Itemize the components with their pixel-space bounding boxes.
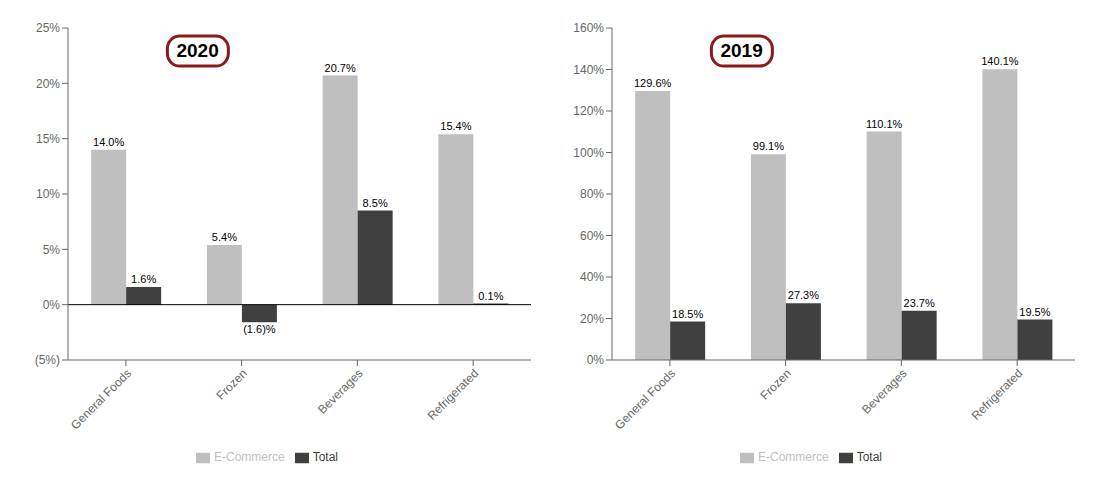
svg-text:15%: 15% <box>36 132 60 146</box>
svg-text:80%: 80% <box>580 187 604 201</box>
html-text:E-Commerce: E-Commerce <box>758 450 829 464</box>
svg-text:23.7%: 23.7% <box>904 297 935 309</box>
svg-text:10%: 10% <box>36 187 60 201</box>
svg-text:40%: 40% <box>580 270 604 284</box>
svg-text:20%: 20% <box>36 77 60 91</box>
svg-text:General Foods: General Foods <box>612 366 678 432</box>
svg-text:160%: 160% <box>573 21 604 35</box>
svg-text:20.7%: 20.7% <box>325 62 356 74</box>
html-text:2019: 2019 <box>720 39 763 61</box>
svg-text:129.6%: 129.6% <box>634 77 672 89</box>
svg-text:1.6%: 1.6% <box>131 273 156 285</box>
svg-text:14.0%: 14.0% <box>93 136 124 148</box>
svg-text:27.3%: 27.3% <box>788 289 819 301</box>
svg-text:25%: 25% <box>36 21 60 35</box>
svg-text:100%: 100% <box>573 146 604 160</box>
svg-text:Beverages: Beverages <box>859 366 909 416</box>
svg-text:5.4%: 5.4% <box>212 231 237 243</box>
html-text:E-Commerce: E-Commerce <box>214 450 285 464</box>
svg-text:0.1%: 0.1% <box>478 290 503 302</box>
svg-text:120%: 120% <box>573 104 604 118</box>
svg-text:0%: 0% <box>587 353 605 367</box>
svg-text:8.5%: 8.5% <box>363 197 388 209</box>
svg-text:0%: 0% <box>43 298 61 312</box>
svg-text:140.1%: 140.1% <box>981 55 1019 67</box>
svg-text:Refrigerated: Refrigerated <box>425 366 482 423</box>
svg-text:60%: 60% <box>580 229 604 243</box>
html-text:Total: Total <box>856 450 882 464</box>
svg-text:Frozen: Frozen <box>213 366 249 402</box>
svg-text:5%: 5% <box>43 243 61 257</box>
html-text:2020: 2020 <box>176 39 219 61</box>
html-text:Total: Total <box>312 450 338 464</box>
svg-text:99.1%: 99.1% <box>753 140 784 152</box>
svg-text:18.5%: 18.5% <box>672 308 703 320</box>
svg-text:Refrigerated: Refrigerated <box>969 366 1026 423</box>
svg-text:General Foods: General Foods <box>68 366 134 432</box>
svg-text:20%: 20% <box>580 312 604 326</box>
svg-text:Frozen: Frozen <box>757 366 793 402</box>
svg-text:140%: 140% <box>573 63 604 77</box>
svg-text:(1.6)%: (1.6)% <box>243 323 276 335</box>
svg-text:Beverages: Beverages <box>315 366 365 416</box>
svg-text:110.1%: 110.1% <box>866 118 903 130</box>
svg-text:(5%): (5%) <box>35 353 60 367</box>
svg-text:19.5%: 19.5% <box>1019 306 1050 318</box>
svg-text:15.4%: 15.4% <box>440 120 471 132</box>
